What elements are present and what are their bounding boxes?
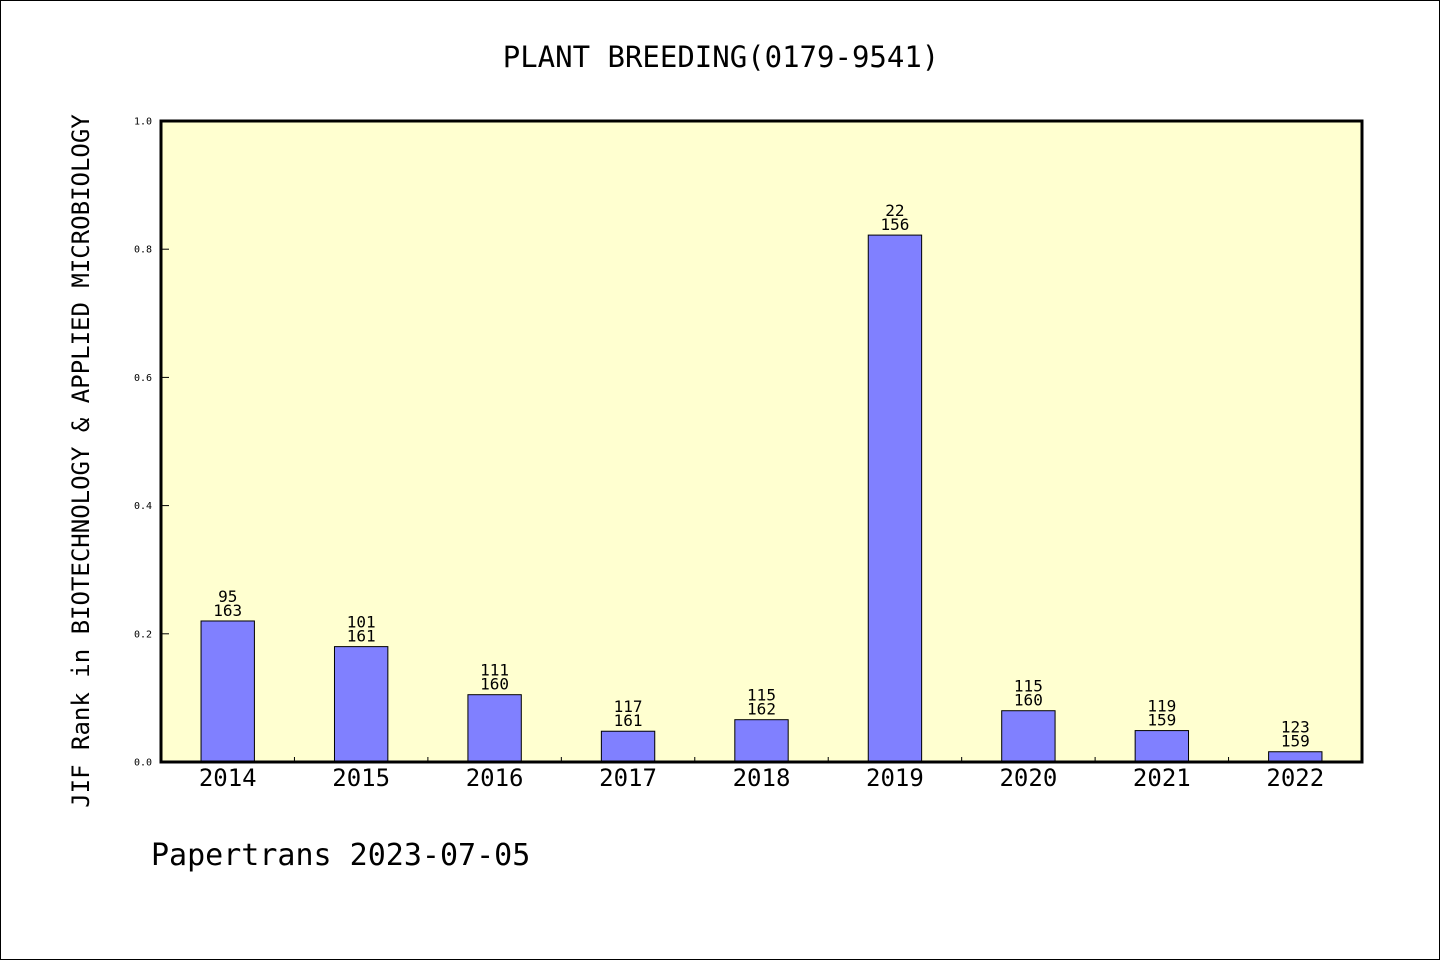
bar-2022: [1268, 751, 1323, 763]
data-label-total-2016: 160: [480, 675, 509, 694]
x-tick-label-2022: 2022: [1266, 764, 1324, 792]
footer-text: Papertrans 2023-07-05: [151, 838, 530, 873]
data-label-rank-2016: 111: [480, 661, 509, 680]
data-label-rank-2020: 115: [1014, 677, 1043, 696]
data-label-total-2022: 159: [1281, 732, 1310, 751]
data-label-rank-2022: 123: [1281, 718, 1310, 737]
data-label-rank-2021: 119: [1147, 697, 1176, 716]
x-tick-label-2014: 2014: [199, 764, 257, 792]
x-tick-label-2021: 2021: [1133, 764, 1191, 792]
plot-border: [159, 119, 1364, 764]
chart-title: PLANT BREEDING(0179-9541): [503, 40, 940, 74]
y-tick-label: 1.0: [134, 117, 152, 128]
data-label-rank-2015: 101: [347, 613, 376, 632]
bar-2014: [200, 620, 255, 763]
data-label-total-2017: 161: [614, 711, 643, 730]
bar-2018: [734, 719, 789, 763]
y-tick-label: 0.0: [134, 758, 152, 769]
bar-2021: [1134, 730, 1190, 763]
data-label-total-2019: 156: [880, 215, 909, 234]
data-labels-group: 9516310116111116011716111516222156115160…: [213, 201, 1309, 751]
x-tick-label-2016: 2016: [466, 764, 524, 792]
data-label-total-2021: 159: [1147, 711, 1176, 730]
x-tick-label-2020: 2020: [999, 764, 1057, 792]
bar-2015: [333, 646, 389, 763]
y-tick-label: 0.2: [134, 629, 152, 640]
data-label-total-2015: 161: [347, 627, 376, 646]
y-axis-label: JIF Rank in BIOTECHNOLOGY & APPLIED MICR…: [67, 114, 95, 808]
data-label-total-2018: 162: [747, 700, 776, 719]
data-label-rank-2019: 22: [885, 201, 904, 220]
data-label-rank-2018: 115: [747, 686, 776, 705]
y-tick-label: 0.6: [134, 373, 152, 384]
x-tick-label-2018: 2018: [733, 764, 791, 792]
x-tick-label-2017: 2017: [599, 764, 657, 792]
y-tick-label: 0.4: [134, 501, 152, 512]
data-label-total-2014: 163: [213, 601, 242, 620]
data-label-total-2020: 160: [1014, 691, 1043, 710]
x-ticks-group: 2014 2015 2016 2017 2018 2019 2020 2021 2022: [199, 757, 1324, 792]
data-label-rank-2017: 117: [614, 697, 643, 716]
x-tick-label-2015: 2015: [332, 764, 390, 792]
bar-2016: [467, 694, 522, 763]
data-label-rank-2014: 95: [218, 587, 237, 606]
bars-group: [200, 234, 1323, 763]
y-tick-label: 0.8: [134, 245, 152, 256]
x-tick-label-2019: 2019: [866, 764, 924, 792]
bar-2019: [867, 234, 923, 763]
bar-2017: [600, 730, 656, 763]
bar-2020: [1001, 710, 1056, 763]
